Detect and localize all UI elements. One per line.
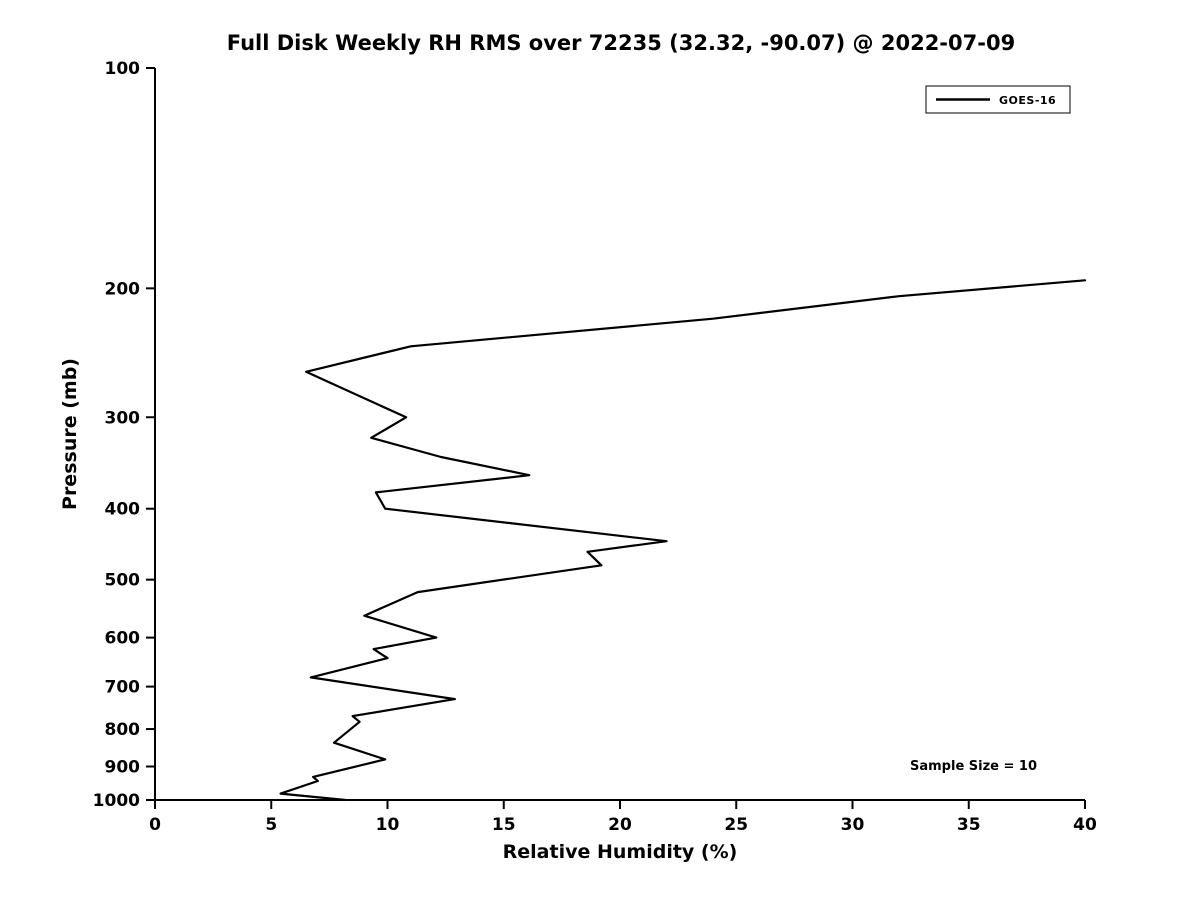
x-tick-label: 25	[724, 815, 748, 835]
x-tick-label: 20	[608, 815, 632, 835]
y-axis-label: Pressure (mb)	[59, 358, 81, 510]
x-tick-label: 0	[149, 815, 161, 835]
sample-size-annotation: Sample Size = 10	[910, 759, 1037, 774]
legend-label: GOES-16	[999, 94, 1056, 107]
y-tick-label: 900	[105, 758, 141, 778]
x-tick-label: 15	[492, 815, 516, 835]
y-tick-label: 700	[105, 678, 141, 698]
chart-title: Full Disk Weekly RH RMS over 72235 (32.3…	[227, 31, 1015, 55]
y-tick-label: 800	[105, 720, 141, 740]
x-tick-label: 10	[376, 815, 400, 835]
axes: 0 5 10 15 20 25 30 35 40 100 200 300 400 500 600 700 800…	[93, 59, 1097, 835]
y-tick-label: 200	[105, 279, 141, 299]
y-tick-label: 300	[105, 408, 141, 428]
y-tick-label: 600	[105, 629, 141, 649]
y-tick-label: 100	[105, 59, 141, 79]
y-tick-label: 400	[105, 500, 141, 520]
x-tick-label: 35	[957, 815, 981, 835]
x-tick-label: 30	[841, 815, 865, 835]
data-line-group	[279, 279, 1087, 802]
x-tick-label: 40	[1073, 815, 1097, 835]
y-tick-label: 1000	[93, 791, 140, 811]
y-tick-label: 500	[105, 571, 141, 591]
x-tick-label: 5	[265, 815, 277, 835]
x-axis-label: Relative Humidity (%)	[503, 841, 738, 863]
legend: GOES-16	[925, 85, 1071, 114]
goes16-line	[279, 279, 1087, 802]
